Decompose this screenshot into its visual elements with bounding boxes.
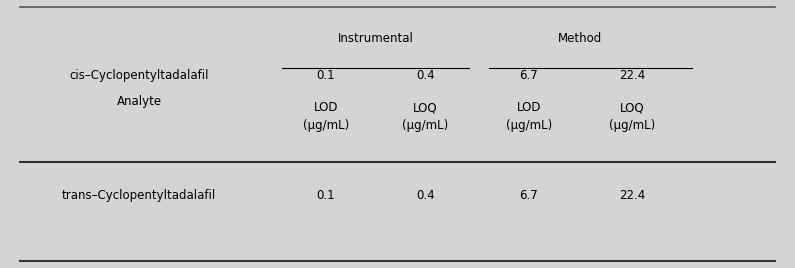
Text: LOQ
(μg/mL): LOQ (μg/mL) [609,101,655,132]
Text: 0.1: 0.1 [316,69,335,81]
Text: 0.1: 0.1 [316,189,335,202]
Text: 22.4: 22.4 [619,189,646,202]
Text: LOD
(μg/mL): LOD (μg/mL) [303,101,349,132]
Text: 6.7: 6.7 [519,69,538,81]
Text: cis–Cyclopentyltadalafil: cis–Cyclopentyltadalafil [69,69,209,81]
Text: 0.4: 0.4 [416,69,435,81]
Text: LOQ
(μg/mL): LOQ (μg/mL) [402,101,448,132]
Text: Instrumental: Instrumental [338,32,413,45]
Text: LOD
(μg/mL): LOD (μg/mL) [506,101,552,132]
Text: trans–Cyclopentyltadalafil: trans–Cyclopentyltadalafil [62,189,216,202]
Text: 0.4: 0.4 [416,189,435,202]
Text: 22.4: 22.4 [619,69,646,81]
Text: Method: Method [558,32,603,45]
Text: 6.7: 6.7 [519,189,538,202]
Text: Analyte: Analyte [117,95,161,108]
